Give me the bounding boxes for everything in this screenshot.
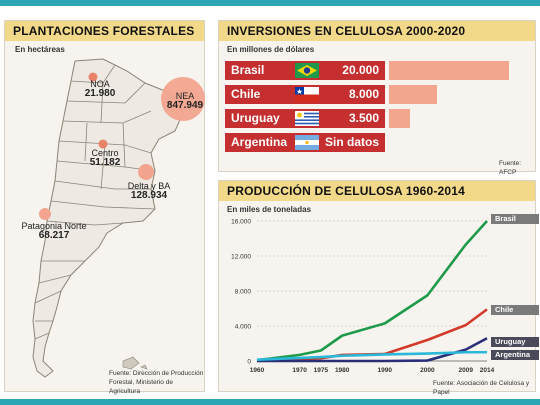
y-tick-label: 8.000 bbox=[235, 289, 252, 296]
inv-row-uruguay: Uruguay 3.500 bbox=[225, 109, 385, 128]
x-tick-label: 1980 bbox=[335, 367, 350, 374]
delta-bubble bbox=[138, 164, 154, 180]
inv-bar-uruguay bbox=[389, 109, 410, 128]
inv-country-brasil: Brasil bbox=[231, 63, 265, 77]
series-tag-argentina: Argentina bbox=[491, 350, 539, 360]
series-tag-chile: Chile bbox=[491, 305, 539, 315]
noa-name: NOA bbox=[90, 79, 110, 89]
x-tick-label: 1975 bbox=[314, 367, 329, 374]
map-label-nea: NEA 847.949 bbox=[165, 91, 205, 111]
series-tag-brasil-label: Brasil bbox=[495, 214, 516, 223]
produccion-line-chart: 0 4.000 8.000 12.000 16.000 1960 1970 1975 1980 1… bbox=[231, 219, 495, 375]
produccion-panel: PRODUCCIÓN DE CELULOSA 1960-2014 En mile… bbox=[218, 180, 539, 396]
argentina-flag-icon bbox=[295, 135, 319, 150]
nea-value: 847.949 bbox=[166, 100, 204, 111]
argentina-map bbox=[32, 58, 205, 378]
noa-dot bbox=[88, 72, 98, 82]
y-tick-label: 16.000 bbox=[231, 219, 251, 226]
nea-name: NEA bbox=[175, 91, 195, 101]
map-label-noa: NOA 21.980 bbox=[77, 79, 123, 99]
inv-value-argentina: Sin datos bbox=[324, 135, 379, 149]
produccion-source: Fuente: Asociación de Celulosa y Papel bbox=[433, 380, 530, 396]
y-tick-label: 12.000 bbox=[231, 254, 251, 261]
x-tick-label: 1990 bbox=[378, 367, 393, 374]
inversiones-panel: INVERSIONES EN CELULOSA 2000-2020 En mil… bbox=[218, 20, 536, 176]
inv-value-uruguay: 3.500 bbox=[348, 111, 379, 125]
x-tick-label: 2014 bbox=[480, 367, 495, 374]
inv-country-chile: Chile bbox=[231, 87, 261, 101]
brasil-flag-icon bbox=[295, 63, 319, 78]
inv-bar-chile bbox=[389, 85, 437, 104]
patagonia-name: Patagonia Norte bbox=[21, 221, 87, 231]
map-label-patagonia: Patagonia Norte 68.217 bbox=[19, 221, 89, 241]
plantaciones-source-line2: Forestal, Ministerio de Agricultura bbox=[109, 379, 173, 395]
islands bbox=[122, 356, 148, 370]
chile-flag-icon bbox=[295, 87, 319, 102]
x-tick-label: 2009 bbox=[458, 367, 473, 374]
uruguay-flag-icon bbox=[295, 111, 319, 126]
delta-name: Delta y BA bbox=[127, 181, 171, 191]
series-tag-uruguay-label: Uruguay bbox=[495, 337, 526, 346]
inversiones-title: INVERSIONES EN CELULOSA 2000-2020 bbox=[219, 21, 535, 41]
inv-value-brasil: 20.000 bbox=[342, 63, 379, 77]
nea-bubble bbox=[161, 77, 205, 121]
series-tag-argentina-label: Argentina bbox=[495, 350, 531, 359]
inversiones-source: Fuente: AFCP bbox=[499, 160, 522, 176]
series-line-argentina bbox=[256, 350, 487, 361]
patagonia-dot bbox=[39, 208, 51, 220]
noa-value: 21.980 bbox=[84, 88, 116, 99]
province-lines bbox=[34, 64, 156, 340]
series-line-brasil bbox=[256, 220, 488, 362]
plantaciones-subtitle: En hectáreas bbox=[15, 45, 65, 54]
plantaciones-source-line1: Fuente: Dirección de Producción bbox=[109, 370, 204, 377]
x-tick-label: 1970 bbox=[292, 367, 307, 374]
map-label-delta: Delta y BA 128.934 bbox=[121, 181, 177, 201]
argentina-outline bbox=[32, 58, 184, 378]
y-tick-label: 0 bbox=[247, 359, 251, 366]
series-tag-chile-label: Chile bbox=[495, 305, 514, 314]
inv-value-chile: 8.000 bbox=[348, 87, 379, 101]
inv-country-argentina: Argentina bbox=[231, 135, 288, 149]
inv-row-chile: Chile 8.000 bbox=[225, 85, 385, 104]
inv-row-argentina: Argentina Sin datos bbox=[225, 133, 385, 152]
map-label-centro: Centro 51.182 bbox=[83, 148, 127, 168]
inv-row-brasil: Brasil 20.000 bbox=[225, 61, 385, 80]
inv-bar-brasil bbox=[389, 61, 509, 80]
x-tick-label: 1960 bbox=[250, 367, 265, 374]
series-tag-brasil: Brasil bbox=[491, 214, 539, 224]
plantaciones-title: PLANTACIONES FORESTALES bbox=[5, 21, 204, 41]
series-tag-uruguay: Uruguay bbox=[491, 337, 539, 347]
patagonia-value: 68.217 bbox=[38, 230, 70, 241]
inversiones-subtitle: En millones de dólares bbox=[227, 45, 315, 54]
inv-country-uruguay: Uruguay bbox=[231, 111, 280, 125]
y-tick-label: 4.000 bbox=[235, 324, 252, 331]
plantaciones-panel: PLANTACIONES FORESTALES En hectáreas NOA… bbox=[4, 20, 205, 395]
centro-name: Centro bbox=[91, 148, 119, 158]
delta-value: 128.934 bbox=[130, 190, 168, 201]
x-tick-label: 2000 bbox=[420, 367, 435, 374]
produccion-subtitle: En miles de toneladas bbox=[227, 205, 312, 214]
top-border bbox=[0, 0, 540, 6]
centro-value: 51.182 bbox=[89, 157, 121, 168]
centro-dot bbox=[98, 139, 108, 149]
bottom-border bbox=[0, 399, 540, 405]
produccion-title: PRODUCCIÓN DE CELULOSA 1960-2014 bbox=[219, 181, 535, 201]
plantaciones-source: Fuente: Dirección de Producción Forestal… bbox=[109, 369, 205, 396]
